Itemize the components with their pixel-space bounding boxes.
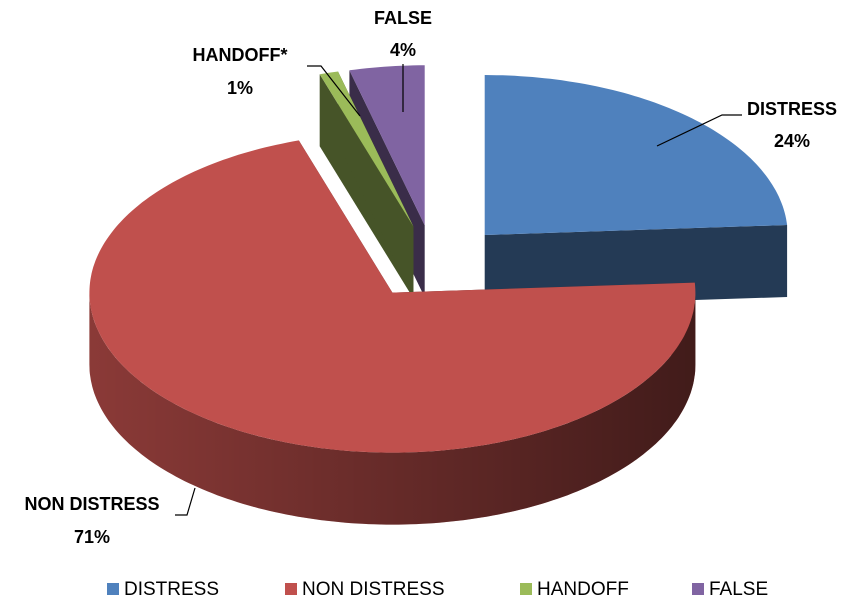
legend-label: NON DISTRESS — [302, 579, 445, 600]
data-label-value: 1% — [227, 78, 253, 98]
pie — [89, 65, 788, 525]
leader-line — [307, 65, 361, 117]
slice — [319, 71, 414, 227]
slice — [349, 65, 425, 226]
legend-swatch — [692, 583, 704, 595]
legend-swatch — [520, 583, 532, 595]
slice-side-shade — [89, 292, 696, 525]
legend-swatch — [285, 583, 297, 595]
leader-line — [656, 114, 742, 147]
slice — [89, 140, 696, 453]
legend-label: FALSE — [709, 579, 768, 600]
legend: DISTRESS NON DISTRESS HANDOFF FALSE — [107, 579, 768, 600]
legend-label: DISTRESS — [124, 579, 219, 600]
data-label-name: FALSE — [374, 8, 432, 28]
data-label-name: HANDOFF* — [193, 45, 288, 65]
data-label-name: DISTRESS — [747, 99, 837, 119]
slice-side — [484, 225, 788, 307]
data-label-value: 24% — [774, 131, 810, 151]
data-label-name: NON DISTRESS — [24, 494, 159, 514]
data-labels: DISTRESS 24% NON DISTRESS 71% HANDOFF* 1% FALS… — [24, 8, 837, 547]
legend-label: HANDOFF — [537, 579, 629, 600]
legend-swatch — [107, 583, 119, 595]
data-label-value: 71% — [74, 527, 110, 547]
leader-line — [175, 487, 196, 516]
data-label-value: 4% — [390, 40, 416, 60]
slice — [484, 75, 788, 235]
